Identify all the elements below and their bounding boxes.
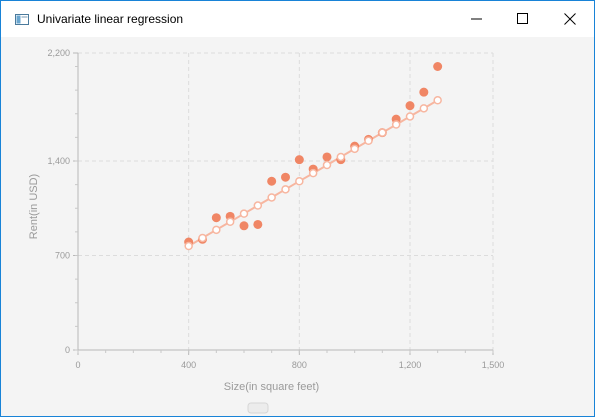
data-point — [253, 219, 263, 229]
title-bar[interactable]: Univariate linear regression — [1, 1, 594, 37]
x-tick-label: 800 — [292, 360, 307, 370]
y-axis-title: Rent(in USD) — [28, 174, 40, 239]
minimize-icon — [471, 18, 482, 20]
regression-point — [378, 128, 387, 137]
regression-point — [322, 160, 332, 170]
window-title: Univariate linear regression — [37, 12, 184, 26]
y-tick-label: 0 — [65, 345, 70, 355]
regression-point — [225, 217, 235, 226]
regression-point — [364, 136, 373, 145]
plot-area — [78, 53, 493, 350]
y-tick-label: 1,400 — [47, 156, 70, 166]
y-tick-label: 2,200 — [47, 48, 70, 58]
maximize-button[interactable] — [500, 1, 546, 37]
regression-point — [239, 209, 249, 218]
x-tick-label: 400 — [181, 360, 196, 370]
data-point — [281, 172, 290, 182]
close-icon — [564, 13, 576, 25]
maximize-icon — [517, 13, 528, 24]
regression-point — [308, 168, 318, 178]
minimize-button[interactable] — [454, 1, 500, 37]
data-point — [419, 87, 429, 97]
regression-point — [419, 104, 429, 113]
regression-point — [295, 177, 304, 186]
regression-chart: 0 400 800 1,200 1,500 0 700 1,400 2,200 Size(in s… — [28, 48, 505, 414]
data-point — [267, 176, 277, 186]
regression-point — [391, 120, 401, 129]
data-point — [211, 213, 221, 223]
regression-point — [198, 233, 207, 243]
y-tick-label: 700 — [55, 251, 70, 261]
regression-point — [267, 193, 276, 202]
legend-stub — [247, 402, 269, 414]
data-point — [239, 221, 249, 231]
regression-point — [281, 185, 290, 194]
x-tick-label: 0 — [75, 360, 80, 370]
x-tick-label: 1,200 — [399, 360, 422, 370]
x-axis-title: Size(in square feet) — [224, 381, 319, 393]
regression-point — [405, 112, 415, 121]
data-point — [322, 152, 332, 162]
data-point — [294, 155, 304, 165]
java-app-icon — [15, 14, 29, 25]
regression-point — [253, 201, 263, 210]
close-button[interactable] — [547, 1, 593, 37]
window-content: 0 400 800 1,200 1,500 0 700 1,400 2,200 Size(in s… — [1, 37, 594, 416]
data-point — [405, 101, 415, 111]
regression-point — [212, 225, 221, 235]
regression-point — [184, 241, 193, 251]
data-point — [433, 62, 443, 71]
regression-point — [336, 152, 346, 162]
regression-point — [433, 96, 442, 105]
regression-point — [350, 144, 359, 154]
x-tick-label: 1,500 — [482, 360, 505, 370]
